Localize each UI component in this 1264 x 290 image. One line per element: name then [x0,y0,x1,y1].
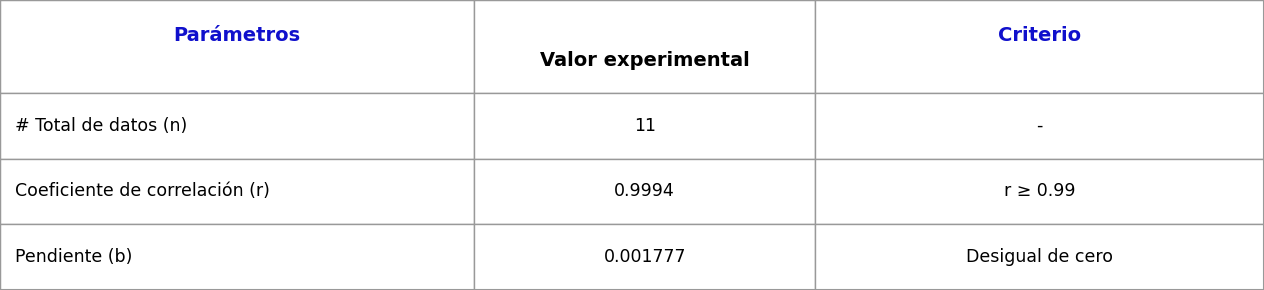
Text: 11: 11 [633,117,656,135]
Bar [0,159,474,224]
Text: Desigual de cero: Desigual de cero [966,248,1114,266]
Bar [815,0,1264,93]
Text: r ≥ 0.99: r ≥ 0.99 [1004,182,1076,200]
Bar [815,159,1264,224]
Bar [474,224,815,290]
Text: # Total de datos (n): # Total de datos (n) [15,117,187,135]
Bar [815,224,1264,290]
Text: -: - [1036,117,1043,135]
Text: 0.9994: 0.9994 [614,182,675,200]
Bar [0,93,474,159]
Bar [474,0,815,93]
Bar [0,224,474,290]
Text: Criterio: Criterio [999,26,1081,45]
Bar [0,0,474,93]
Text: Valor experimental: Valor experimental [540,51,750,70]
Text: Coeficiente de correlación (r): Coeficiente de correlación (r) [15,182,270,200]
Bar [815,93,1264,159]
Text: 0.001777: 0.001777 [603,248,686,266]
Text: Parámetros: Parámetros [173,26,301,45]
Bar [474,159,815,224]
Bar [474,93,815,159]
Text: Pendiente (b): Pendiente (b) [15,248,133,266]
